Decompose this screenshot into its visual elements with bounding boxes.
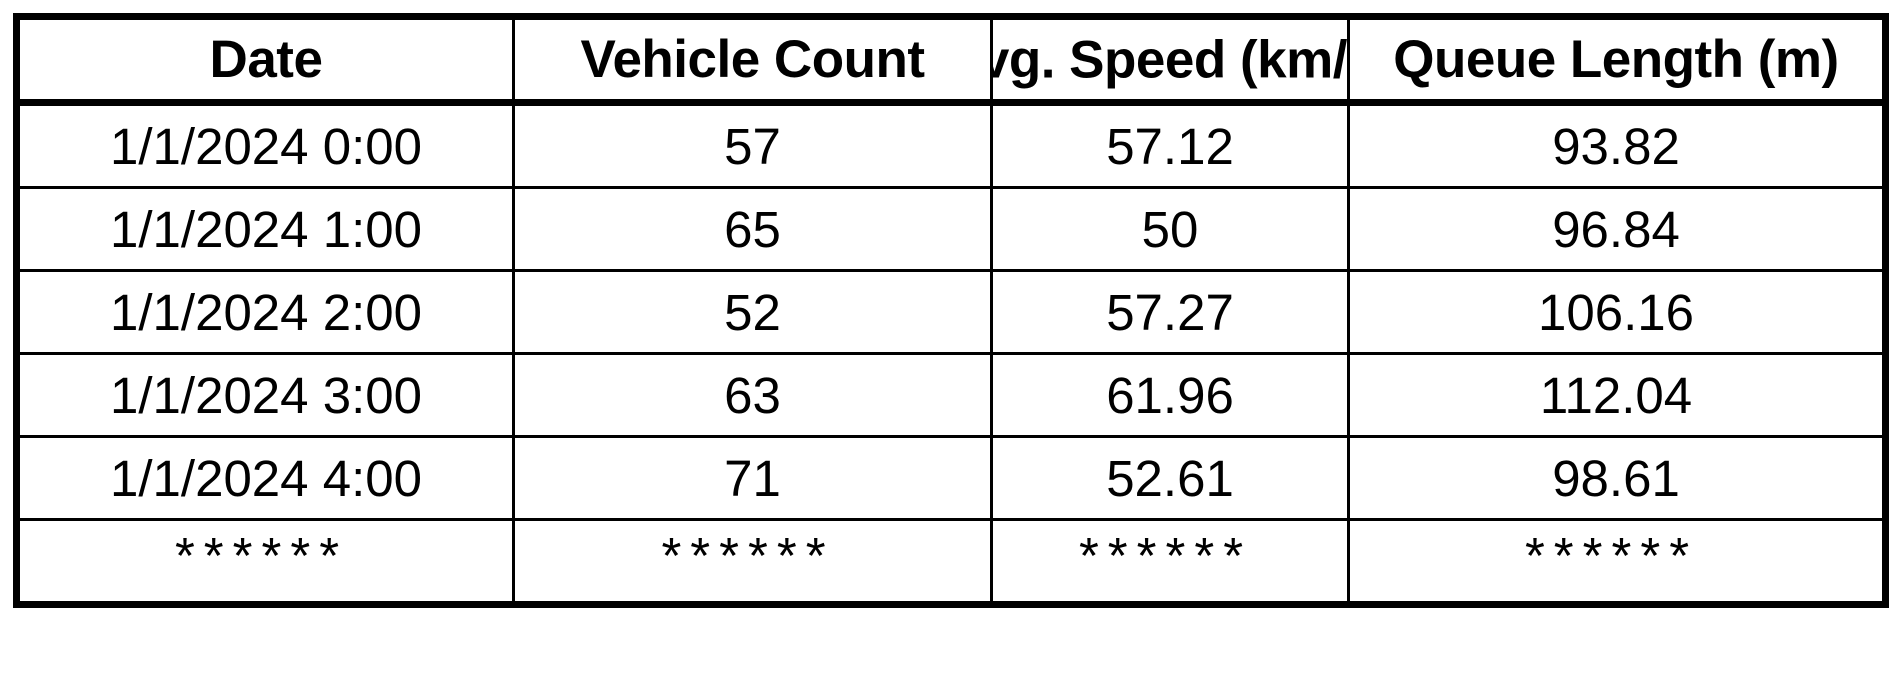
- cell-date: 1/1/2024 2:00: [16, 269, 515, 355]
- table-header: Date Vehicle Count Avg. Speed (km/h) Que…: [16, 16, 1886, 106]
- cell-queue-length: 96.84: [1347, 186, 1886, 272]
- column-header-date[interactable]: Date: [16, 16, 515, 106]
- cell-queue-length: 106.16: [1347, 269, 1886, 355]
- cell-avg-speed: 61.96: [990, 352, 1350, 438]
- cell-queue-length: 112.04: [1347, 352, 1886, 438]
- header-row: Date Vehicle Count Avg. Speed (km/h) Que…: [16, 16, 1886, 106]
- cell-continuation-date: ******: [16, 518, 515, 605]
- column-header-vehicle-count[interactable]: Vehicle Count: [512, 16, 993, 106]
- continuation-marker: ******: [1524, 526, 1699, 584]
- cell-vehicle-count: 71: [512, 435, 993, 521]
- cell-date: 1/1/2024 3:00: [16, 352, 515, 438]
- continuation-marker: ******: [661, 526, 835, 584]
- cell-continuation-avg-speed: ******: [990, 518, 1350, 605]
- table-row[interactable]: 1/1/2024 0:00 57 57.12 93.82: [16, 101, 1886, 189]
- cell-date: 1/1/2024 0:00: [16, 101, 515, 189]
- column-header-avg-speed[interactable]: Avg. Speed (km/h): [990, 16, 1350, 106]
- cell-avg-speed: 50: [990, 186, 1350, 272]
- cell-date: 1/1/2024 4:00: [16, 435, 515, 521]
- table-row[interactable]: 1/1/2024 3:00 63 61.96 112.04: [16, 352, 1886, 438]
- table-row[interactable]: 1/1/2024 1:00 65 50 96.84: [16, 186, 1886, 272]
- cell-queue-length: 93.82: [1347, 101, 1886, 189]
- cell-vehicle-count: 63: [512, 352, 993, 438]
- cell-avg-speed: 52.61: [990, 435, 1350, 521]
- cell-date: 1/1/2024 1:00: [16, 186, 515, 272]
- cell-vehicle-count: 65: [512, 186, 993, 272]
- cell-vehicle-count: 57: [512, 101, 993, 189]
- column-header-queue-length[interactable]: Queue Length (m): [1347, 16, 1886, 106]
- table-continuation-row: ****** ****** ****** ******: [16, 518, 1886, 605]
- table-row[interactable]: 1/1/2024 2:00 52 57.27 106.16: [16, 269, 1886, 355]
- cell-queue-length: 98.61: [1347, 435, 1886, 521]
- cell-avg-speed: 57.27: [990, 269, 1350, 355]
- traffic-data-table: Date Vehicle Count Avg. Speed (km/h) Que…: [13, 13, 1889, 608]
- cell-continuation-queue-length: ******: [1347, 518, 1886, 605]
- table-body: 1/1/2024 0:00 57 57.12 93.82 1/1/2024 1:…: [16, 101, 1886, 605]
- continuation-marker: ******: [1078, 526, 1253, 584]
- continuation-marker: ******: [174, 526, 349, 584]
- cell-continuation-vehicle-count: ******: [512, 518, 993, 605]
- cell-vehicle-count: 52: [512, 269, 993, 355]
- column-header-avg-speed-label: Avg. Speed (km/h): [995, 30, 1347, 89]
- table-row[interactable]: 1/1/2024 4:00 71 52.61 98.61: [16, 435, 1886, 521]
- cell-avg-speed: 57.12: [990, 101, 1350, 189]
